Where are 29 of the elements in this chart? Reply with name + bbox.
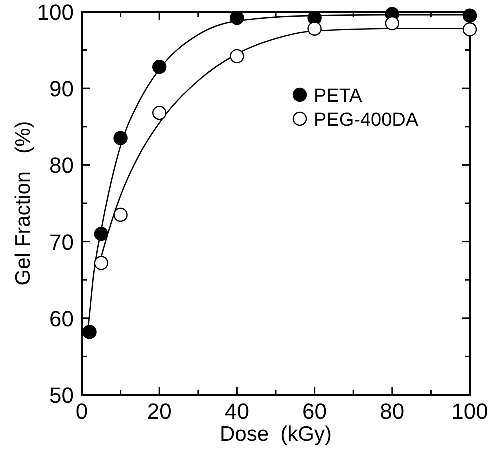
legend-label: PEG-400DA [314, 110, 419, 131]
point [230, 11, 244, 26]
point [114, 131, 128, 146]
point [94, 227, 108, 242]
x-axis-title: Dose (kGy) [220, 423, 332, 446]
point [385, 16, 400, 31]
point [152, 106, 167, 120]
point [462, 8, 478, 23]
point [152, 60, 167, 74]
point [114, 208, 128, 222]
point [82, 325, 97, 340]
y-tick-label: 50 [50, 383, 74, 408]
x-tick-label: 80 [380, 399, 405, 424]
x-tick-label: 100 [452, 399, 488, 424]
y-tick-label: 60 [50, 306, 74, 332]
legend-label: PETA [314, 86, 363, 107]
point [230, 49, 244, 64]
y-tick-label: 70 [50, 230, 74, 255]
y-tick-label: 100 [37, 0, 74, 25]
point [308, 22, 322, 36]
point [462, 22, 478, 37]
y-tick-label: 80 [50, 153, 74, 178]
point [94, 256, 108, 270]
y-axis-title: Gel Fraction (%) [12, 121, 35, 286]
x-tick-label: 20 [147, 399, 172, 424]
x-tick-label: 60 [302, 399, 328, 424]
x-tick-label: 40 [224, 399, 250, 424]
x-tick-label: 0 [76, 399, 88, 424]
y-tick-label: 90 [50, 76, 74, 102]
